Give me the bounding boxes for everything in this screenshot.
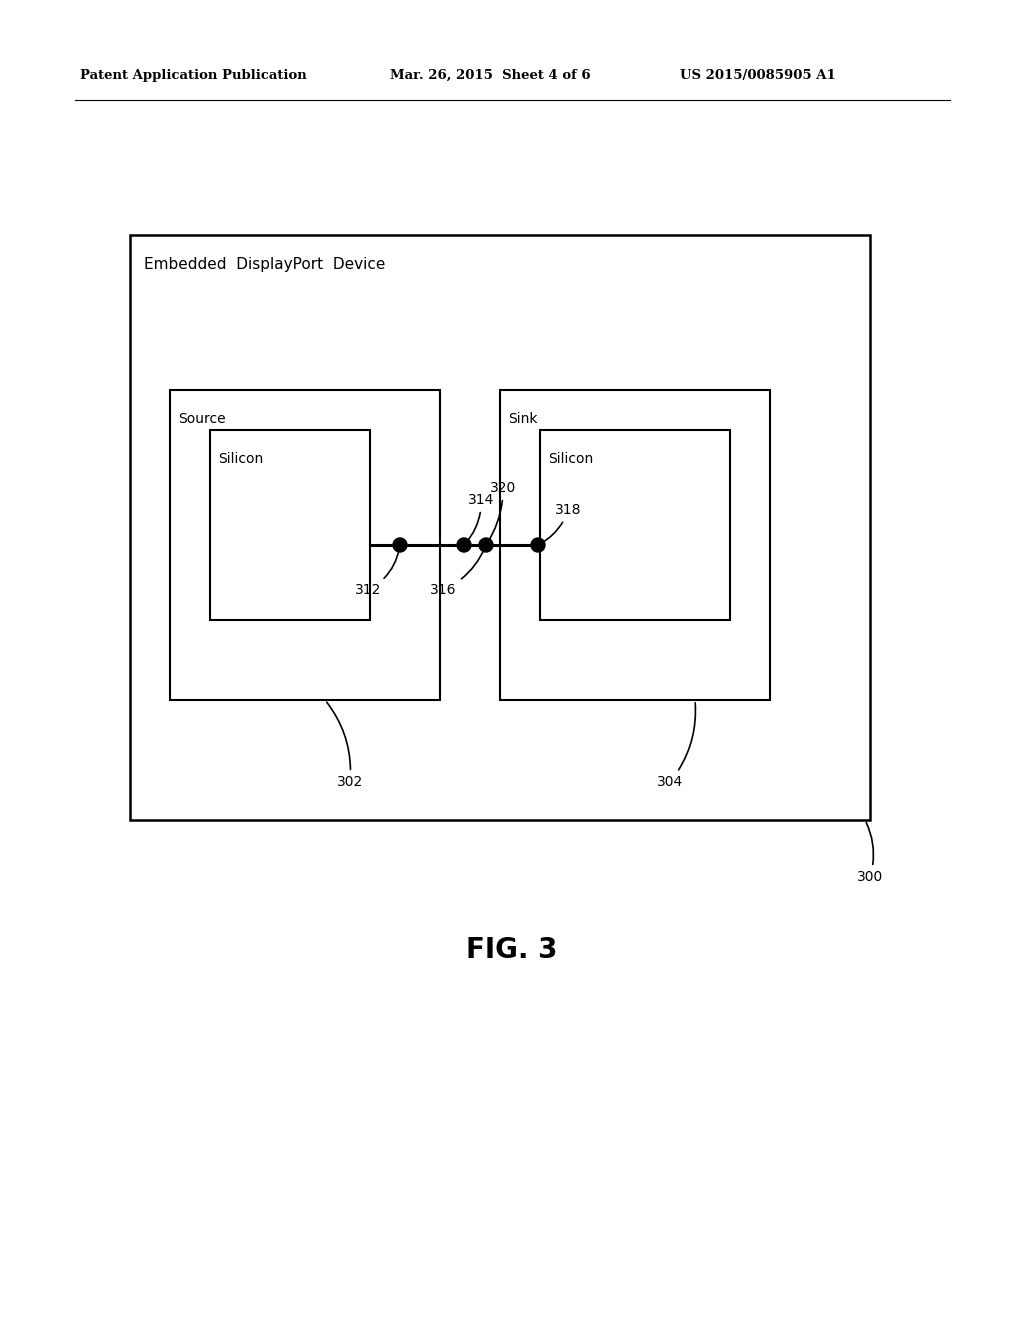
Text: 320: 320 <box>487 480 516 543</box>
Circle shape <box>457 539 471 552</box>
Text: 316: 316 <box>430 548 485 597</box>
Text: US 2015/0085905 A1: US 2015/0085905 A1 <box>680 69 836 82</box>
Text: Mar. 26, 2015  Sheet 4 of 6: Mar. 26, 2015 Sheet 4 of 6 <box>390 69 591 82</box>
Bar <box>170 389 440 700</box>
Text: 304: 304 <box>656 702 695 789</box>
Text: Sink: Sink <box>508 412 538 426</box>
Bar <box>210 430 370 620</box>
Text: Silicon: Silicon <box>548 451 593 466</box>
Text: Patent Application Publication: Patent Application Publication <box>80 69 307 82</box>
Text: Source: Source <box>178 412 225 426</box>
Text: Embedded  DisplayPort  Device: Embedded DisplayPort Device <box>144 257 385 272</box>
Text: 300: 300 <box>857 822 883 884</box>
Text: Silicon: Silicon <box>218 451 263 466</box>
Text: 318: 318 <box>541 503 582 544</box>
Bar <box>130 235 870 820</box>
Text: 312: 312 <box>355 548 399 597</box>
Text: FIG. 3: FIG. 3 <box>466 936 558 964</box>
Text: 314: 314 <box>466 492 495 543</box>
Circle shape <box>393 539 407 552</box>
Bar <box>500 389 770 700</box>
Circle shape <box>479 539 493 552</box>
Circle shape <box>531 539 545 552</box>
Text: 302: 302 <box>327 702 364 789</box>
Bar <box>540 430 730 620</box>
